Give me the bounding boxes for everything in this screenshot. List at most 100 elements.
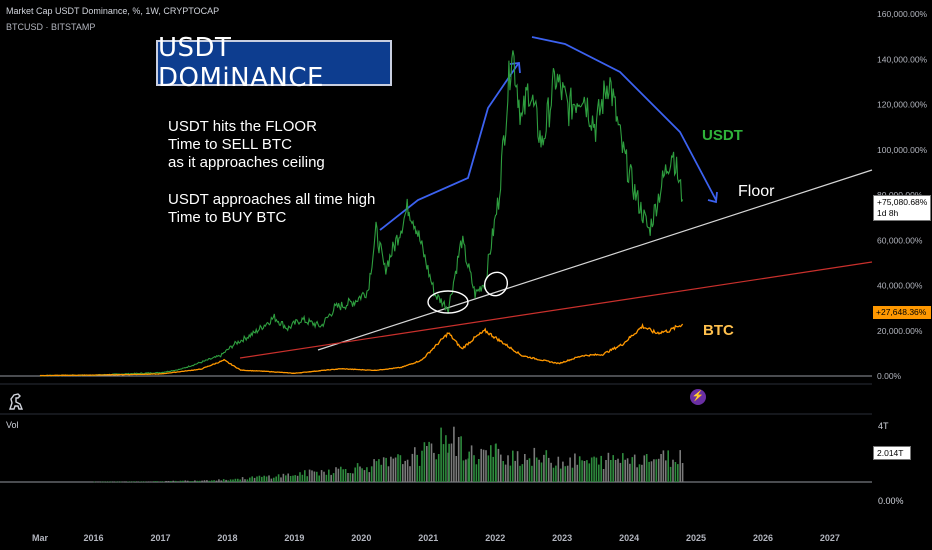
volume-bar bbox=[547, 457, 550, 482]
volume-bar bbox=[467, 458, 470, 482]
volume-bar bbox=[232, 479, 234, 482]
volume-bar bbox=[440, 427, 442, 482]
volume-bar bbox=[442, 444, 445, 482]
x-tick-label: 2027 bbox=[820, 533, 840, 543]
volume-bar bbox=[222, 479, 225, 482]
volume-bar bbox=[196, 480, 199, 482]
volume-bar bbox=[117, 481, 120, 483]
volume-bar bbox=[571, 467, 574, 482]
volume-bar bbox=[610, 460, 612, 482]
volume-pane-label[interactable]: Vol bbox=[6, 420, 19, 430]
volume-bar bbox=[301, 474, 304, 482]
volume-bar bbox=[356, 463, 359, 482]
volume-bar bbox=[100, 481, 103, 483]
volume-bar bbox=[378, 459, 380, 482]
volume-bar bbox=[392, 458, 395, 482]
volume-bar bbox=[531, 465, 533, 482]
volume-bar bbox=[144, 481, 146, 483]
volume-bar bbox=[607, 452, 610, 482]
y-tick-label: 60,000.00% bbox=[877, 235, 923, 245]
volume-bar bbox=[409, 466, 411, 482]
volume-bar bbox=[273, 477, 275, 482]
volume-bar bbox=[382, 457, 385, 482]
volume-bar bbox=[347, 473, 349, 482]
volume-bar bbox=[555, 465, 557, 482]
note-line: USDT hits the FLOOR bbox=[168, 118, 317, 135]
volume-bar bbox=[509, 465, 512, 482]
volume-bar bbox=[402, 464, 404, 482]
volume-bar bbox=[390, 456, 392, 482]
volume-bar bbox=[129, 481, 132, 483]
blue-arrowhead-bottom bbox=[707, 191, 718, 204]
volume-bar bbox=[653, 459, 655, 482]
floor-label: Floor bbox=[738, 183, 775, 200]
overlay-symbol-title[interactable]: BTCUSD · BITSTAMP bbox=[6, 22, 96, 32]
volume-bar bbox=[380, 464, 383, 482]
dinosaur-icon[interactable] bbox=[6, 390, 28, 412]
volume-bar bbox=[406, 459, 409, 482]
volume-bar bbox=[191, 481, 194, 482]
volume-bar bbox=[657, 458, 660, 482]
volume-bar bbox=[261, 476, 263, 482]
volume-bar bbox=[507, 455, 509, 482]
volume-bar bbox=[583, 461, 586, 482]
volume-bar bbox=[397, 454, 399, 482]
volume-bar bbox=[497, 448, 500, 482]
volume-bar bbox=[500, 454, 502, 482]
volume-bar bbox=[112, 481, 115, 483]
volume-bar bbox=[633, 454, 636, 482]
bottom-circle-1 bbox=[427, 290, 469, 314]
volume-bar bbox=[492, 456, 494, 482]
volume-bar bbox=[468, 451, 470, 482]
volume-bar bbox=[363, 470, 366, 482]
volume-bar bbox=[148, 481, 151, 483]
volume-bar bbox=[330, 474, 332, 482]
volume-value-badge[interactable]: 2.014T bbox=[873, 446, 911, 460]
volume-bar bbox=[504, 464, 507, 482]
volume-bar bbox=[514, 460, 516, 482]
volume-bar bbox=[120, 481, 122, 483]
usdt-dominance-title: USDT DOMiNANCE bbox=[158, 33, 324, 93]
volume-bar bbox=[562, 461, 564, 482]
volume-bar bbox=[308, 469, 311, 482]
volume-bar bbox=[373, 459, 375, 482]
volume-bar bbox=[473, 455, 475, 482]
volume-bar bbox=[502, 461, 504, 482]
volume-bar bbox=[421, 450, 423, 482]
volume-bar bbox=[581, 460, 583, 482]
btc-series-label: BTC bbox=[703, 322, 734, 339]
volume-bar bbox=[115, 481, 117, 483]
volume-bar bbox=[538, 459, 540, 482]
volume-bar bbox=[285, 475, 287, 482]
volume-bar bbox=[569, 457, 571, 482]
volume-bar bbox=[545, 450, 548, 482]
y-tick-label: 140,000.00% bbox=[877, 54, 928, 64]
volume-bar bbox=[576, 464, 579, 482]
volume-bar bbox=[430, 443, 433, 482]
volume-bar bbox=[244, 479, 246, 482]
volume-bar bbox=[593, 456, 595, 482]
note-line: as it approaches ceiling bbox=[168, 154, 325, 171]
lightning-icon[interactable]: ⚡ bbox=[690, 389, 706, 405]
volume-bar bbox=[249, 477, 251, 482]
volume-bar bbox=[220, 480, 223, 482]
x-tick-label: 2019 bbox=[284, 533, 304, 543]
x-axis-ticks: Mar 2016 2017 2018 2019 2020 2021 2022 2023 2024 2… bbox=[32, 533, 840, 543]
chart-symbol-title[interactable]: Market Cap USDT Dominance, %, 1W, CRYPTO… bbox=[6, 6, 220, 16]
volume-bar bbox=[368, 472, 371, 482]
volume-bar bbox=[136, 481, 139, 483]
volume-bar bbox=[612, 455, 614, 482]
volume-bar bbox=[349, 473, 352, 482]
volume-bar bbox=[457, 437, 460, 482]
volume-bar bbox=[127, 481, 129, 482]
volume-axis-top: 4T bbox=[878, 421, 889, 431]
usdt-dominance-title-box: USDT DOMiNANCE bbox=[156, 33, 392, 93]
volume-bar bbox=[323, 471, 325, 482]
volume-bar bbox=[227, 480, 229, 482]
volume-bar bbox=[470, 445, 473, 482]
btc-price-badge[interactable]: +27,648.36% bbox=[873, 306, 931, 319]
volume-bar bbox=[225, 479, 227, 482]
volume-bar bbox=[667, 450, 669, 482]
volume-bar bbox=[287, 473, 289, 482]
usdt-price-badge[interactable]: +75,080.68% 1d 8h bbox=[873, 195, 931, 221]
